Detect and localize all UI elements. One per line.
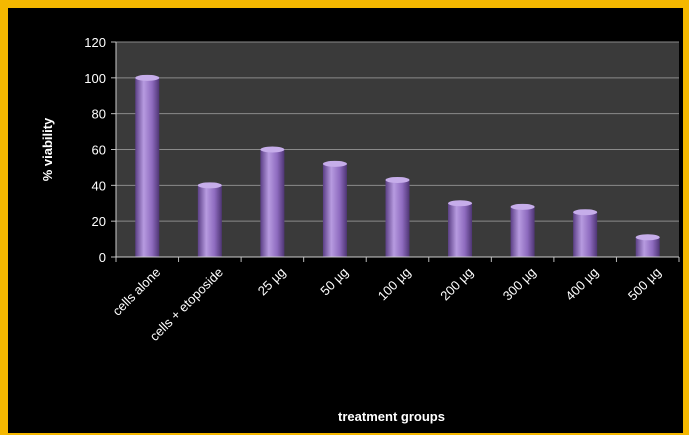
bar <box>260 149 285 257</box>
x-tick-label: 300 µg <box>500 265 539 304</box>
y-tick-label: 40 <box>92 178 106 193</box>
y-tick-label: 60 <box>92 143 106 158</box>
bar-top <box>385 176 410 183</box>
bar-top <box>510 203 535 210</box>
bar <box>135 77 160 257</box>
bar-top <box>197 182 222 189</box>
bar <box>385 179 410 257</box>
bar-top <box>322 160 347 167</box>
bar-top <box>635 234 660 241</box>
bar <box>510 206 535 257</box>
bar <box>573 212 598 257</box>
x-tick-label: 200 µg <box>437 265 476 304</box>
y-tick-label: 20 <box>92 214 106 229</box>
bars <box>135 74 660 257</box>
y-tick-label: 80 <box>92 107 106 122</box>
x-tick-label: 50 µg <box>317 265 351 299</box>
x-axis-label: treatment groups <box>338 409 445 424</box>
bar <box>322 163 347 257</box>
bar-top <box>573 209 598 216</box>
x-tick-label: 400 µg <box>562 265 601 304</box>
y-tick-label: 0 <box>99 250 106 265</box>
bar <box>635 237 660 257</box>
bar-top <box>135 74 160 81</box>
bar-top <box>260 146 285 153</box>
x-tick-label: 500 µg <box>625 265 664 304</box>
y-axis-ticks: 0 20 40 60 80 100 120 <box>84 35 116 265</box>
bar <box>197 185 222 257</box>
bar <box>448 203 473 257</box>
x-tick-label: 100 µg <box>375 265 414 304</box>
x-tick-label: 25 µg <box>255 265 289 299</box>
bar-top <box>448 200 473 207</box>
y-tick-label: 100 <box>84 71 106 86</box>
y-tick-label: 120 <box>84 35 106 50</box>
x-tick-label: cells alone <box>109 265 163 319</box>
y-axis-label: % viability <box>40 117 55 181</box>
